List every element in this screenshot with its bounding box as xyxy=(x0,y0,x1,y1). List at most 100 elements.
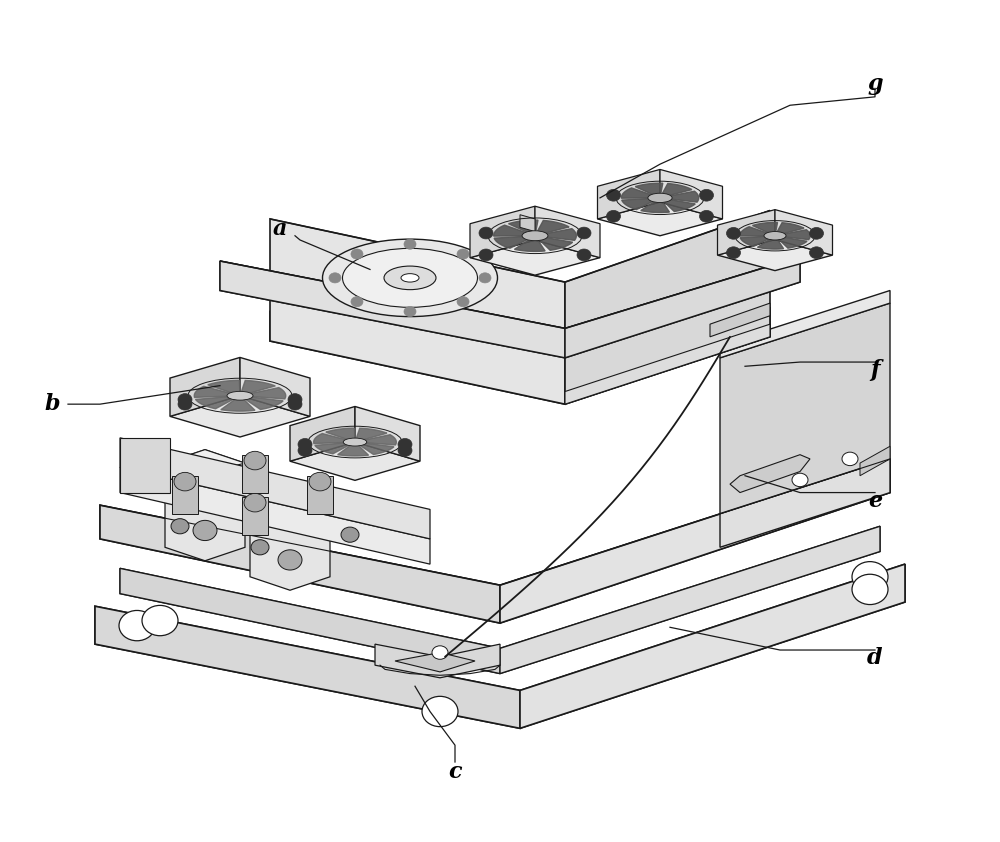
Polygon shape xyxy=(641,198,669,212)
Circle shape xyxy=(432,646,448,659)
Polygon shape xyxy=(250,479,330,590)
Circle shape xyxy=(810,247,824,258)
Polygon shape xyxy=(395,653,475,672)
Polygon shape xyxy=(120,568,500,674)
Polygon shape xyxy=(720,303,890,514)
Circle shape xyxy=(288,398,302,410)
Circle shape xyxy=(810,227,824,239)
Circle shape xyxy=(457,249,469,259)
Circle shape xyxy=(404,239,416,249)
Polygon shape xyxy=(250,479,330,503)
Polygon shape xyxy=(500,526,880,674)
Polygon shape xyxy=(520,215,535,232)
Polygon shape xyxy=(718,210,775,255)
Polygon shape xyxy=(95,564,905,728)
Polygon shape xyxy=(720,459,890,547)
Polygon shape xyxy=(752,222,778,236)
Circle shape xyxy=(700,189,714,201)
Ellipse shape xyxy=(227,392,253,400)
Circle shape xyxy=(700,210,714,222)
Polygon shape xyxy=(494,236,535,248)
Polygon shape xyxy=(535,229,576,240)
Polygon shape xyxy=(514,236,545,252)
Polygon shape xyxy=(172,476,198,514)
Polygon shape xyxy=(120,438,430,539)
Circle shape xyxy=(577,249,591,261)
Polygon shape xyxy=(598,202,722,236)
Ellipse shape xyxy=(522,231,548,241)
Polygon shape xyxy=(242,497,268,535)
Circle shape xyxy=(852,574,888,605)
Polygon shape xyxy=(535,236,573,250)
Circle shape xyxy=(852,562,888,592)
Circle shape xyxy=(174,472,196,491)
Polygon shape xyxy=(508,220,538,236)
Ellipse shape xyxy=(401,274,419,282)
Circle shape xyxy=(351,296,363,306)
Polygon shape xyxy=(270,307,770,404)
Polygon shape xyxy=(860,446,890,476)
Polygon shape xyxy=(355,429,387,442)
Polygon shape xyxy=(240,387,286,399)
Polygon shape xyxy=(326,428,355,442)
Polygon shape xyxy=(470,206,535,258)
Circle shape xyxy=(288,393,302,405)
Polygon shape xyxy=(660,198,695,211)
Polygon shape xyxy=(196,396,240,408)
Circle shape xyxy=(792,473,808,487)
Circle shape xyxy=(577,227,591,239)
Circle shape xyxy=(178,393,192,405)
Polygon shape xyxy=(355,434,396,445)
Polygon shape xyxy=(221,396,255,411)
Circle shape xyxy=(398,439,412,450)
Ellipse shape xyxy=(764,232,786,240)
Circle shape xyxy=(479,249,493,261)
Polygon shape xyxy=(494,225,535,236)
Circle shape xyxy=(244,493,266,512)
Polygon shape xyxy=(660,191,699,202)
Polygon shape xyxy=(718,240,832,270)
Polygon shape xyxy=(120,526,880,674)
Polygon shape xyxy=(757,236,784,249)
Ellipse shape xyxy=(342,248,478,307)
Polygon shape xyxy=(338,442,369,456)
Circle shape xyxy=(457,296,469,306)
Text: a: a xyxy=(273,218,287,240)
Text: e: e xyxy=(868,490,882,512)
Circle shape xyxy=(479,227,493,239)
Polygon shape xyxy=(740,236,775,247)
Polygon shape xyxy=(307,476,333,514)
Polygon shape xyxy=(775,236,807,248)
Polygon shape xyxy=(120,438,170,493)
Polygon shape xyxy=(470,240,600,275)
Polygon shape xyxy=(635,184,663,198)
Polygon shape xyxy=(240,396,283,409)
Polygon shape xyxy=(775,210,832,255)
Circle shape xyxy=(341,527,359,542)
Polygon shape xyxy=(208,381,240,396)
Text: b: b xyxy=(44,393,60,415)
Circle shape xyxy=(193,520,217,541)
Circle shape xyxy=(329,273,341,283)
Circle shape xyxy=(244,451,266,470)
Polygon shape xyxy=(775,230,810,240)
Polygon shape xyxy=(95,606,520,728)
Polygon shape xyxy=(710,303,770,337)
Polygon shape xyxy=(621,188,660,198)
Polygon shape xyxy=(500,459,890,623)
Polygon shape xyxy=(120,467,430,564)
Circle shape xyxy=(119,610,155,641)
Polygon shape xyxy=(270,219,565,404)
Circle shape xyxy=(142,605,178,636)
Polygon shape xyxy=(240,381,275,396)
Circle shape xyxy=(278,550,302,570)
Polygon shape xyxy=(535,221,569,236)
Polygon shape xyxy=(290,407,355,461)
Ellipse shape xyxy=(648,194,672,203)
Text: d: d xyxy=(867,647,883,669)
Polygon shape xyxy=(220,261,565,358)
Circle shape xyxy=(351,249,363,259)
Polygon shape xyxy=(165,450,245,561)
Polygon shape xyxy=(660,169,722,219)
Polygon shape xyxy=(355,407,420,461)
